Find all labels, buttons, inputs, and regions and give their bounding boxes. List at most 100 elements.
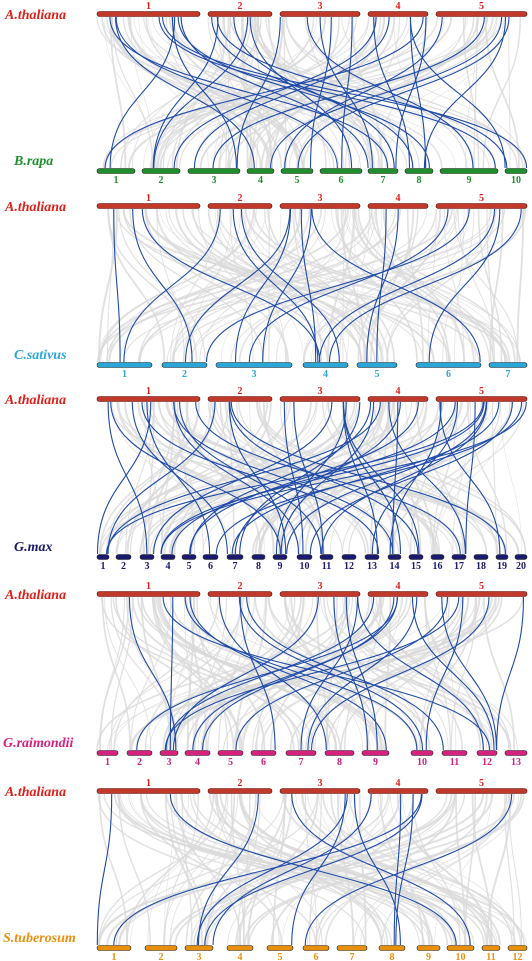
synteny-link (193, 16, 390, 169)
background-link (351, 16, 383, 169)
background-link (103, 16, 369, 169)
synteny-link (192, 596, 398, 751)
synteny-link (184, 208, 291, 363)
bottom-chromosome-bar (451, 554, 467, 560)
background-link (181, 793, 193, 946)
background-link (128, 16, 271, 169)
top-chromosome-bar (279, 396, 361, 402)
background-link (406, 208, 424, 363)
background-link (393, 401, 435, 555)
background-link (432, 401, 459, 555)
synteny-link (373, 16, 411, 169)
synteny-link (189, 596, 387, 751)
bottom-chromosome-bar (488, 362, 528, 368)
bottom-chromosome-bar (296, 554, 313, 560)
bottom-chromosome-bar (367, 168, 399, 174)
background-link (516, 208, 525, 363)
top-chromosome-label: 4 (396, 778, 401, 789)
synteny-link (428, 208, 501, 363)
background-link (358, 793, 367, 946)
background-link (345, 596, 421, 751)
bottom-chromosome-label: 2 (159, 175, 164, 186)
background-link (279, 401, 384, 555)
synteny-link (310, 596, 490, 751)
bottom-chromosome-bar (96, 168, 136, 174)
synteny-link (113, 208, 121, 363)
synteny-link (262, 208, 312, 363)
background-link (358, 16, 505, 169)
bottom-chromosome-label: 15 (411, 561, 421, 572)
background-link (111, 16, 154, 169)
background-link (220, 208, 351, 363)
synteny-link (239, 596, 276, 751)
bottom-chromosome-bar (96, 362, 153, 368)
top-chromosome-bar (96, 11, 201, 17)
bottom-chromosome-label: 4 (238, 952, 243, 961)
synteny-link (366, 208, 399, 363)
background-link (96, 596, 349, 751)
synteny-link (115, 16, 338, 169)
background-link (238, 793, 449, 946)
bottom-chromosome-bar (302, 945, 330, 951)
background-link (159, 208, 506, 363)
synteny-link (171, 401, 456, 555)
bottom-chromosome-label: 8 (256, 561, 261, 572)
background-link (339, 208, 370, 363)
bottom-chromosome-bar (408, 554, 424, 560)
background-link (156, 208, 185, 363)
background-link (117, 793, 389, 946)
synteny-link (160, 401, 527, 555)
synteny-link (197, 793, 259, 946)
synteny-link (215, 401, 523, 555)
synteny-link (184, 596, 418, 751)
bottom-species-label: G.max (14, 540, 53, 555)
synteny-link (441, 596, 498, 751)
bottom-species-label: B.rapa (13, 154, 53, 169)
synteny-link (297, 16, 510, 169)
synteny-link (107, 401, 148, 555)
background-link (342, 208, 521, 363)
top-species-label: A.thaliana (4, 393, 66, 408)
background-link (508, 793, 523, 946)
synteny-link (231, 401, 500, 555)
bottom-chromosome-label: 10 (456, 952, 466, 961)
synteny-link (141, 401, 380, 555)
top-chromosome-label: 5 (479, 581, 484, 592)
synteny-link (196, 793, 348, 946)
bottom-chromosome-bar (378, 945, 406, 951)
background-link (108, 208, 373, 363)
synteny-link (109, 16, 176, 169)
background-link (311, 208, 451, 363)
background-link (99, 793, 284, 946)
background-link (99, 401, 200, 555)
background-link (152, 596, 300, 751)
background-link (508, 16, 511, 169)
bottom-chromosome-bar (215, 362, 293, 368)
background-link (462, 16, 480, 169)
synteny-link (389, 401, 442, 555)
background-link (326, 208, 355, 363)
background-link (163, 793, 199, 946)
synteny-link (392, 401, 399, 555)
background-link (168, 208, 424, 363)
bottom-chromosome-label: 3 (197, 952, 202, 961)
synteny-panel: 1 2 3 4 51 2 3 4 5 6 7 8 9 10 11 12 13A.thalianaG.raimon… (3, 581, 528, 768)
bottom-chromosome-bar (184, 945, 214, 951)
background-link (251, 16, 284, 169)
background-link (113, 793, 453, 946)
bottom-chromosome-label: 9 (278, 561, 283, 572)
background-link (216, 793, 280, 946)
background-link (266, 16, 498, 169)
background-link (166, 596, 500, 751)
background-link (307, 16, 372, 169)
bottom-chromosome-label: 4 (195, 757, 200, 768)
synteny-link (216, 16, 508, 169)
top-chromosome-bar (96, 396, 201, 402)
bottom-chromosome-label: 1 (112, 952, 117, 961)
background-link (215, 208, 304, 363)
background-link (342, 208, 345, 363)
background-link (450, 596, 478, 751)
bottom-chromosome-bar (159, 750, 179, 756)
synteny-link (309, 401, 513, 555)
background-link (370, 596, 511, 751)
